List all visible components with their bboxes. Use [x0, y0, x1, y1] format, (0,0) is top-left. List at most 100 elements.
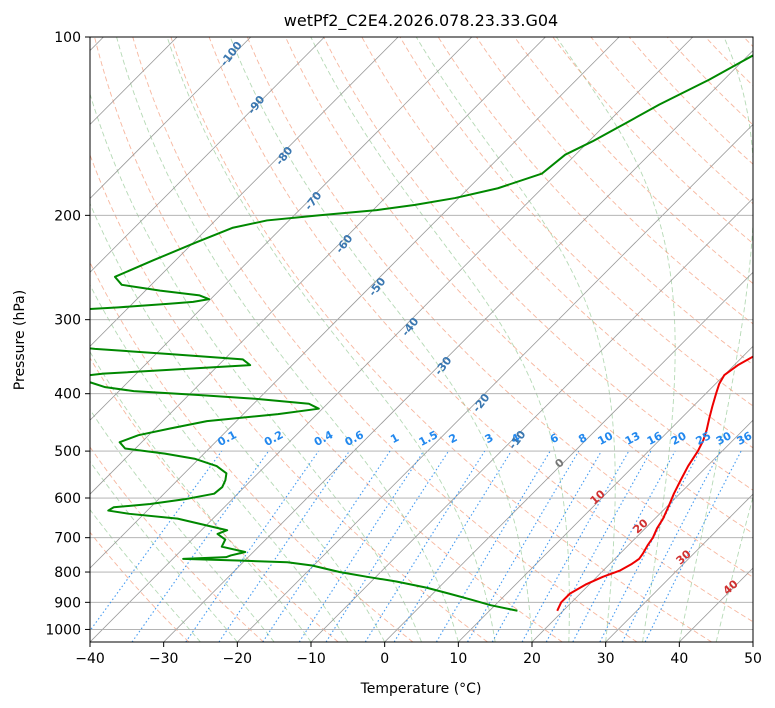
- y-tick-label: 600: [54, 491, 81, 507]
- x-tick-label: −40: [75, 651, 105, 667]
- dry-adiabat: [90, 261, 414, 642]
- x-axis: −40 −30 −20 −10 0 10 20 30 40 50: [75, 642, 762, 667]
- mixing-ratio-line: [521, 450, 630, 642]
- isotherm-line: [237, 123, 753, 642]
- dry-adiabat: [90, 531, 190, 642]
- moist-adiabat: [678, 37, 753, 642]
- dry-adiabat: [437, 37, 753, 366]
- moist-adiabat: [229, 37, 533, 642]
- dry-adiabat: [170, 37, 712, 642]
- isotherm-line: [90, 37, 325, 273]
- x-tick-label: 30: [597, 651, 615, 667]
- dry-adiabat: [323, 37, 753, 491]
- temperature-profile: [556, 355, 753, 612]
- moist-adiabat: [90, 284, 349, 642]
- dry-adiabat: [132, 37, 638, 642]
- mixing-ratio-label: 16: [645, 429, 665, 448]
- moist-adiabat: [415, 37, 616, 642]
- x-tick: −20: [223, 642, 253, 667]
- dry-adiabat: [476, 37, 753, 325]
- x-tick: −30: [149, 642, 178, 667]
- x-tick: 30: [597, 642, 615, 667]
- isotherm-line: [90, 37, 399, 347]
- y-axis: 100 200 300 400 500 600 700 800 900 1000: [45, 30, 90, 638]
- isotherm-line: [531, 419, 753, 642]
- y-tick-label: 900: [54, 595, 81, 611]
- y-tick-label: 1000: [45, 622, 81, 638]
- moist-adiabat: [715, 495, 753, 642]
- moist-adiabat: [90, 408, 275, 642]
- dry-adiabat: [285, 37, 753, 534]
- y-tick: 400: [54, 387, 90, 403]
- chart-title: wetPf2_C2E4.2026.078.23.33.G04: [284, 11, 558, 31]
- mixing-ratio-label: 25: [694, 429, 714, 448]
- mixing-ratio-line: [572, 450, 676, 642]
- x-tick-label: −20: [223, 651, 253, 667]
- mixing-ratio-line: [393, 450, 512, 642]
- mixing-ratio-line: [131, 450, 270, 642]
- y-tick: 200: [54, 208, 90, 224]
- x-tick: 40: [670, 642, 688, 667]
- mixing-ratio-label: 30: [714, 429, 734, 448]
- y-tick-label: 100: [54, 30, 81, 46]
- isotherm-line: [90, 37, 252, 199]
- y-tick: 600: [54, 491, 90, 507]
- mixing-ratio-label: 20: [669, 429, 689, 448]
- y-tick-label: 400: [54, 387, 81, 403]
- mixing-ratio-line: [325, 450, 450, 642]
- dry-adiabat: [90, 357, 339, 642]
- dry-adiabat: [94, 37, 563, 642]
- plot-area: [90, 37, 753, 642]
- x-tick-label: 50: [744, 651, 762, 667]
- moist-adiabat: [555, 37, 676, 642]
- y-tick-label: 300: [54, 313, 81, 329]
- mixing-ratio-label: 36: [735, 429, 755, 448]
- x-tick: 20: [523, 642, 541, 667]
- isotherm-line: [90, 37, 620, 569]
- mixing-ratio-line: [545, 450, 652, 642]
- isotherm-line: [605, 493, 753, 642]
- dry-adiabat: [552, 37, 753, 244]
- x-tick: −10: [296, 642, 326, 667]
- dry-adiabat: [208, 37, 753, 623]
- x-axis-label: Temperature (°C): [360, 681, 482, 697]
- isotherm-line: [384, 271, 753, 642]
- mixing-ratio-line: [90, 450, 223, 632]
- mixing-ratio-line: [435, 450, 551, 642]
- x-tick: 0: [380, 642, 389, 667]
- moist-adiabat: [90, 460, 238, 642]
- moist-adiabat: [310, 37, 570, 642]
- dry-adiabat: [590, 37, 753, 205]
- isotherm-line: [90, 37, 473, 421]
- mixing-ratio-line: [218, 450, 350, 642]
- x-tick: −40: [75, 642, 105, 667]
- y-axis-label: Pressure (hPa): [12, 290, 28, 390]
- y-tick: 500: [54, 444, 90, 460]
- mixing-ratio-label: 10: [596, 429, 616, 448]
- y-tick: 700: [54, 531, 90, 547]
- x-tick-label: 0: [380, 651, 389, 667]
- isotherm-line: [90, 37, 546, 495]
- x-tick-label: −10: [296, 651, 326, 667]
- y-tick: 300: [54, 313, 90, 329]
- mixing-ratio-label: 13: [623, 429, 643, 448]
- y-tick-label: 200: [54, 208, 81, 224]
- isotherm-line: [458, 345, 753, 642]
- x-tick-label: 40: [670, 651, 688, 667]
- plot-frame: [89, 36, 754, 643]
- series-layer: [90, 54, 753, 612]
- dry-adiabat: [399, 37, 753, 407]
- y-tick-label: 700: [54, 531, 81, 547]
- y-tick: 1000: [45, 622, 90, 638]
- mixing-ratio-line: [467, 450, 580, 642]
- y-tick-label: 800: [54, 565, 81, 581]
- x-tick: 10: [449, 642, 467, 667]
- x-tick-label: 20: [523, 651, 541, 667]
- moist-adiabat: [116, 37, 459, 642]
- mixing-ratio-line: [364, 450, 486, 642]
- y-tick: 100: [54, 30, 90, 46]
- isotherm-line: [163, 49, 753, 642]
- x-tick-label: 10: [449, 651, 467, 667]
